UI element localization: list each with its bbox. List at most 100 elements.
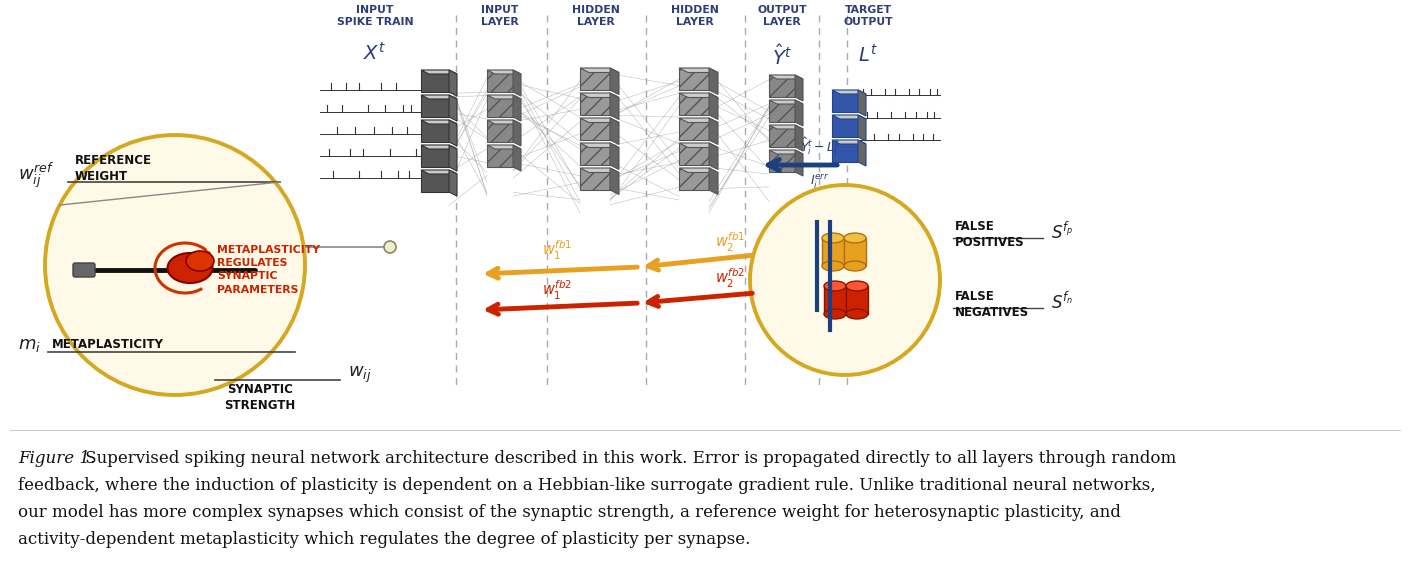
- Text: $X^t$: $X^t$: [364, 42, 386, 64]
- Bar: [486, 145, 513, 167]
- Bar: [768, 75, 795, 97]
- Text: $w_{ij}$: $w_{ij}$: [348, 365, 372, 385]
- Polygon shape: [513, 70, 522, 96]
- Polygon shape: [795, 75, 804, 101]
- Ellipse shape: [823, 309, 846, 319]
- Text: $m_i$: $m_i$: [18, 336, 41, 354]
- Bar: [822, 238, 845, 266]
- Text: Figure 1.: Figure 1.: [18, 450, 96, 467]
- Polygon shape: [513, 145, 522, 171]
- Polygon shape: [768, 75, 804, 79]
- Bar: [680, 93, 709, 115]
- Polygon shape: [859, 140, 866, 166]
- Polygon shape: [580, 93, 619, 98]
- Text: SYNAPTIC
STRENGTH: SYNAPTIC STRENGTH: [224, 383, 296, 412]
- Text: our model has more complex synapses which consist of the synaptic strength, a re: our model has more complex synapses whic…: [18, 504, 1121, 521]
- Bar: [680, 68, 709, 90]
- Polygon shape: [680, 93, 718, 98]
- Bar: [823, 286, 846, 314]
- Bar: [580, 68, 611, 90]
- Polygon shape: [768, 125, 804, 129]
- Polygon shape: [448, 70, 457, 96]
- Polygon shape: [422, 70, 457, 74]
- Text: $L^t$: $L^t$: [859, 44, 878, 66]
- Ellipse shape: [168, 253, 213, 283]
- Polygon shape: [486, 120, 522, 124]
- Bar: [486, 120, 513, 142]
- Polygon shape: [709, 168, 718, 194]
- Circle shape: [384, 241, 396, 253]
- Polygon shape: [611, 168, 619, 194]
- Text: INPUT
LAYER: INPUT LAYER: [481, 5, 519, 27]
- Bar: [580, 143, 611, 165]
- Text: INPUT
SPIKE TRAIN: INPUT SPIKE TRAIN: [337, 5, 413, 27]
- Bar: [486, 95, 513, 117]
- Polygon shape: [448, 170, 457, 196]
- Bar: [422, 120, 448, 142]
- Text: activity-dependent metaplasticity which regulates the degree of plasticity per s: activity-dependent metaplasticity which …: [18, 531, 750, 548]
- Text: $w_2^{fb1}$: $w_2^{fb1}$: [715, 230, 744, 253]
- Bar: [845, 238, 866, 266]
- Text: HIDDEN
LAYER: HIDDEN LAYER: [572, 5, 620, 27]
- Ellipse shape: [822, 233, 845, 243]
- Polygon shape: [486, 145, 522, 149]
- Ellipse shape: [845, 233, 866, 243]
- Bar: [680, 168, 709, 190]
- Bar: [832, 90, 859, 112]
- Polygon shape: [832, 90, 866, 94]
- Polygon shape: [486, 70, 522, 74]
- Text: METAPLASTICITY: METAPLASTICITY: [52, 339, 164, 351]
- Text: $w_1^{fb2}$: $w_1^{fb2}$: [541, 279, 572, 302]
- Text: OUTPUT
LAYER: OUTPUT LAYER: [757, 5, 807, 27]
- Text: $S^{f_p}$: $S^{f_p}$: [1050, 222, 1073, 242]
- Bar: [422, 145, 448, 167]
- Polygon shape: [795, 125, 804, 151]
- Text: $\hat{Y}_i^t - L_i^t$: $\hat{Y}_i^t - L_i^t$: [799, 135, 840, 156]
- Polygon shape: [448, 120, 457, 146]
- Bar: [580, 168, 611, 190]
- Polygon shape: [422, 145, 457, 149]
- Polygon shape: [580, 68, 619, 73]
- Polygon shape: [611, 93, 619, 119]
- Polygon shape: [795, 100, 804, 126]
- FancyBboxPatch shape: [73, 263, 94, 277]
- Text: FALSE
NEGATIVES: FALSE NEGATIVES: [955, 290, 1029, 320]
- Polygon shape: [859, 90, 866, 116]
- Text: FALSE
POSITIVES: FALSE POSITIVES: [955, 220, 1025, 249]
- Polygon shape: [448, 145, 457, 171]
- Polygon shape: [422, 95, 457, 99]
- Text: REFERENCE
WEIGHT: REFERENCE WEIGHT: [75, 153, 152, 182]
- Circle shape: [750, 185, 940, 375]
- Ellipse shape: [846, 281, 869, 291]
- Polygon shape: [680, 68, 718, 73]
- Circle shape: [45, 135, 305, 395]
- Ellipse shape: [823, 281, 846, 291]
- Bar: [832, 140, 859, 162]
- Bar: [846, 286, 869, 314]
- Text: $\hat{Y}^t$: $\hat{Y}^t$: [773, 44, 792, 69]
- Polygon shape: [580, 143, 619, 148]
- Bar: [422, 95, 448, 117]
- Ellipse shape: [846, 309, 869, 319]
- Polygon shape: [422, 120, 457, 124]
- Bar: [422, 70, 448, 92]
- Bar: [486, 70, 513, 92]
- Polygon shape: [611, 143, 619, 170]
- Bar: [422, 170, 448, 192]
- Bar: [768, 100, 795, 122]
- Text: TARGET
OUTPUT: TARGET OUTPUT: [843, 5, 893, 27]
- Text: Supervised spiking neural network architecture described in this work. Error is : Supervised spiking neural network archit…: [80, 450, 1176, 467]
- Polygon shape: [580, 118, 619, 122]
- Bar: [580, 93, 611, 115]
- Polygon shape: [832, 140, 866, 144]
- Polygon shape: [680, 143, 718, 148]
- Text: $S^{f_n}$: $S^{f_n}$: [1050, 291, 1073, 313]
- Polygon shape: [422, 170, 457, 174]
- Polygon shape: [448, 95, 457, 121]
- Polygon shape: [486, 95, 522, 99]
- Polygon shape: [611, 68, 619, 95]
- Text: METAPLASTICITY
REGULATES
SYNAPTIC
PARAMETERS: METAPLASTICITY REGULATES SYNAPTIC PARAME…: [217, 245, 320, 295]
- Polygon shape: [768, 100, 804, 104]
- Polygon shape: [832, 115, 866, 119]
- Ellipse shape: [845, 261, 866, 271]
